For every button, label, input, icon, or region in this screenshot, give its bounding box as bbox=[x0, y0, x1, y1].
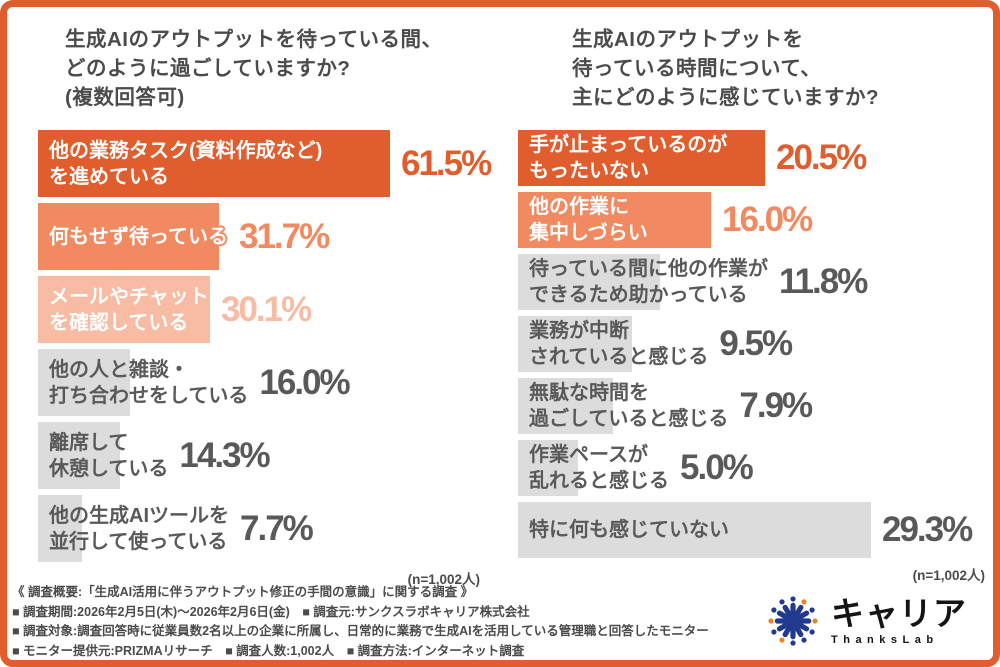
bar-value: 61.5% bbox=[401, 143, 492, 183]
bar-label: メールやチャット を確認している bbox=[49, 285, 209, 334]
bar bbox=[38, 276, 210, 343]
bar bbox=[518, 254, 660, 310]
bar-row: 特に何も感じていない 29.3% bbox=[518, 502, 985, 558]
chart-right-sample-size: (n=1,002人) bbox=[912, 568, 985, 583]
starburst-icon bbox=[768, 596, 818, 646]
survey-method-line: ■ モニター提供元:PRIZMAリサーチ ■ 調査人数:1,002人 ■ 調査方… bbox=[12, 643, 525, 658]
bar-row: 作業ペースが 乱れると感じる 5.0% bbox=[518, 440, 985, 496]
bar bbox=[38, 203, 219, 270]
bar-value: 5.0% bbox=[680, 448, 754, 487]
bar-value: 14.3% bbox=[179, 435, 270, 475]
chart-left-sample-size: (n=1,002人) bbox=[407, 572, 480, 587]
chart-left-title: 生成AIのアウトプットを待っている間、 どのように過ごしていますか? (複数回答… bbox=[65, 28, 443, 109]
bar-row: 無駄な時間を 過ごしていると感じる 7.9% bbox=[518, 378, 985, 434]
bar bbox=[518, 130, 765, 186]
brand-text: キャリア ThanksLab bbox=[831, 594, 967, 646]
bar-label: 他の作業に 集中しづらい bbox=[529, 196, 648, 244]
bar bbox=[518, 378, 613, 434]
bar-value: 11.8% bbox=[779, 262, 868, 301]
brand-subname: ThanksLab bbox=[831, 633, 939, 646]
bar bbox=[38, 422, 120, 489]
survey-overview-line: 《 調査概要:「生成AI活用に伴うアウトプット修正の手間の意識」に関する調査 》 bbox=[12, 585, 474, 599]
bar-label: 無駄な時間を 過ごしていると感じる bbox=[529, 382, 729, 430]
bar-label: 特に何も感じていない bbox=[529, 519, 729, 541]
bar-row: 待っている間に他の作業が できるため助かっている 11.8% bbox=[518, 254, 985, 310]
bar-value: 7.9% bbox=[739, 386, 813, 425]
bar-value: 16.0% bbox=[722, 200, 813, 239]
bar-row: 離席して 休憩している 14.3% bbox=[38, 422, 480, 489]
bar-label: 他の業務タスク(資料作成など) を進めている bbox=[49, 139, 323, 188]
bar-label: 他の生成AIツールを 並行して使っている bbox=[49, 504, 229, 553]
survey-notes: 《 調査概要:「生成AI活用に伴うアウトプット修正の手間の意識」に関する調査 》… bbox=[12, 583, 772, 661]
chart-right-bars: 手が止まっているのが もったいない 20.5% 他の作業に 集中しづらい 16.0% 待… bbox=[518, 130, 985, 558]
bar-label: 何もせず待っている bbox=[49, 225, 228, 248]
bar-value: 9.5% bbox=[719, 324, 793, 363]
bar bbox=[38, 349, 130, 416]
bar-label: 他の人と雑談・ 打ち合わせをしている bbox=[49, 358, 249, 407]
bar-label: 手が止まっているのが もったいない bbox=[529, 134, 728, 182]
bar-row: メールやチャット を確認している 30.1% bbox=[38, 276, 480, 343]
chart-left-bars: 他の業務タスク(資料作成など) を進めている 61.5% 何もせず待っている 31.7… bbox=[38, 130, 492, 562]
bar-label: 待っている間に他の作業が できるため助かっている bbox=[529, 258, 768, 306]
bar-value: 7.7% bbox=[240, 508, 314, 548]
bar-value: 31.7% bbox=[239, 216, 330, 256]
bar-row: 他の人と雑談・ 打ち合わせをしている 16.0% bbox=[38, 349, 480, 416]
survey-period-line: ■ 調査期間:2026年2月5日(木)〜2026年2月6日(金) ■ 調査元:サ… bbox=[12, 604, 530, 619]
brand-name: キャリア bbox=[831, 594, 967, 632]
bar bbox=[518, 502, 871, 558]
bar-label: 離席して 休憩している bbox=[49, 431, 169, 480]
bar bbox=[518, 440, 578, 496]
chart-right-title: 生成AIのアウトプットを 待っている時間について、 主にどのように感じていますか… bbox=[572, 28, 880, 109]
bar bbox=[518, 316, 632, 372]
bar-value: 30.1% bbox=[221, 289, 312, 329]
bar bbox=[518, 192, 711, 248]
brand-logo: キャリア ThanksLab bbox=[764, 591, 967, 651]
bar-value: 29.3% bbox=[882, 510, 973, 549]
bar bbox=[38, 130, 390, 197]
bar-row: 他の作業に 集中しづらい 16.0% bbox=[518, 192, 985, 248]
bar-row: 手が止まっているのが もったいない 20.5% bbox=[518, 130, 985, 186]
bar-row: 他の生成AIツールを 並行して使っている 7.7% bbox=[38, 495, 480, 562]
bar-value: 20.5% bbox=[776, 138, 867, 177]
bar-label: 業務が中断 されていると感じる bbox=[529, 320, 709, 368]
chart-left: 生成AIのアウトプットを待っている間、 どのように過ごしていますか? (複数回答… bbox=[38, 25, 492, 588]
bar bbox=[38, 495, 82, 562]
bar-row: 何もせず待っている 31.7% bbox=[38, 203, 480, 270]
bar-row: 他の業務タスク(資料作成など) を進めている 61.5% bbox=[38, 130, 492, 197]
chart-right: 生成AIのアウトプットを 待っている時間について、 主にどのように感じていますか… bbox=[518, 25, 985, 584]
bar-label: 作業ペースが 乱れると感じる bbox=[529, 444, 669, 492]
bar-value: 16.0% bbox=[259, 362, 350, 402]
survey-target-line: ■ 調査対象:調査回答時に従業員数2名以上の企業に所属し、日常的に業務で生成AI… bbox=[12, 624, 709, 638]
bar-row: 業務が中断 されていると感じる 9.5% bbox=[518, 316, 985, 372]
